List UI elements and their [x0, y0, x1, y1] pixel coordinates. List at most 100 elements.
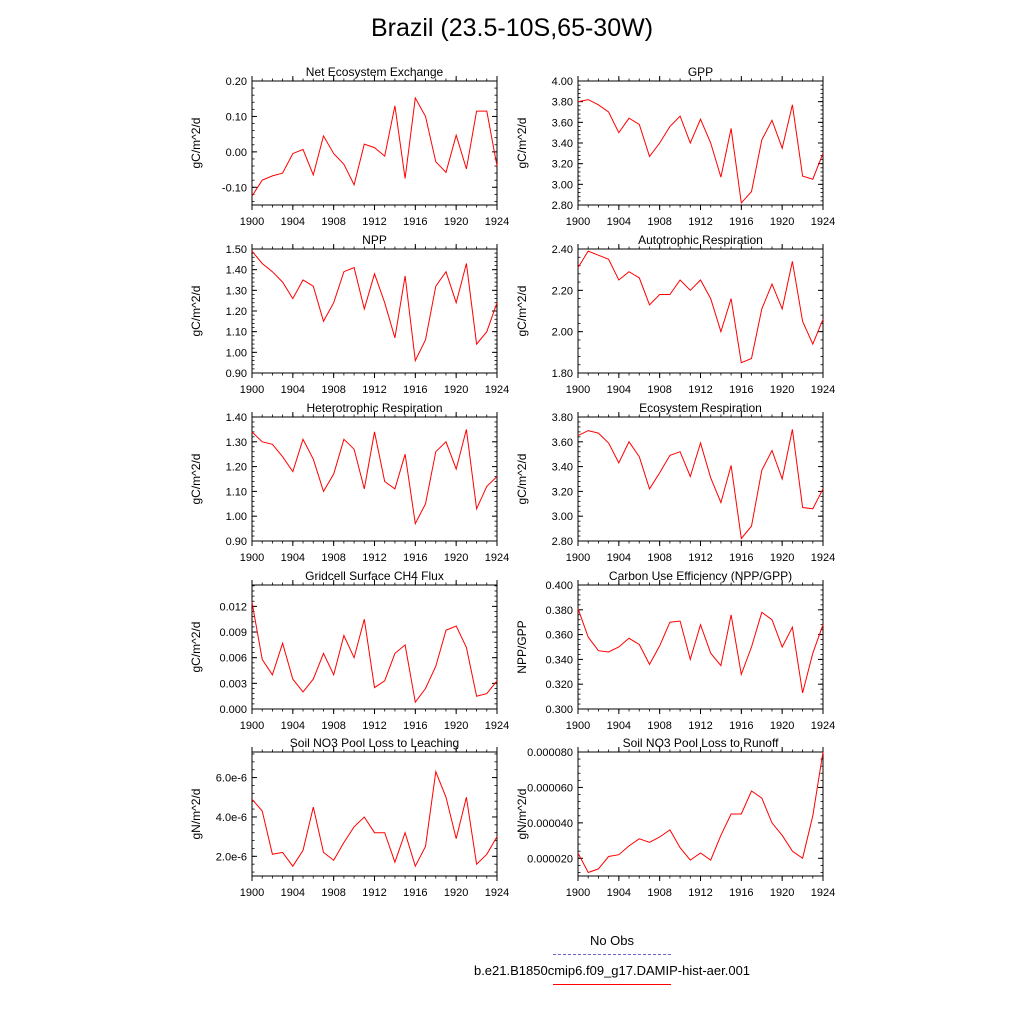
- x-tick-label: 1904: [607, 552, 631, 564]
- y-tick-label: 0.320: [545, 679, 573, 691]
- y-tick-label: 3.60: [552, 117, 573, 129]
- y-tick-label: 0.012: [219, 601, 247, 613]
- y-tick-label: 0.90: [226, 368, 247, 380]
- y-tick-label: 0.003: [219, 678, 247, 690]
- x-tick-label: 1924: [811, 887, 835, 899]
- y-tick-label: -0.10: [222, 182, 247, 194]
- y-tick-label: 0.90: [226, 536, 247, 548]
- x-tick-label: 1916: [729, 887, 753, 899]
- x-tick-label: 1920: [444, 384, 468, 396]
- x-tick-label: 1920: [770, 552, 794, 564]
- series-line: [577, 751, 824, 874]
- y-tick-label: 0.000020: [527, 853, 573, 865]
- y-tick-label: 2.20: [552, 285, 573, 297]
- x-tick-label: 1908: [321, 720, 345, 732]
- panel-5: Heterotrophic Respiration gC/m^2/d 0.90 1.0…: [189, 401, 509, 564]
- y-tick-label: 3.40: [552, 138, 573, 150]
- legend-obs-label: No Obs: [589, 933, 635, 948]
- plot-frame: [251, 584, 498, 710]
- x-tick-label: 1920: [770, 216, 794, 228]
- x-tick-label: 1912: [362, 720, 386, 732]
- y-tick-label: 0.300: [545, 704, 573, 716]
- x-tick-label: 1920: [770, 384, 794, 396]
- x-tick-label: 1912: [362, 552, 386, 564]
- panel-1: Net Ecosystem Exchange gC/m^2/d -0.10 0.00 0…: [189, 65, 509, 228]
- x-tick-label: 1920: [770, 887, 794, 899]
- y-tick-label: 0.400: [545, 580, 573, 592]
- x-tick-label: 1904: [607, 384, 631, 396]
- y-tick-label: 0.000040: [527, 818, 573, 830]
- x-tick-label: 1904: [607, 720, 631, 732]
- series-line: [577, 608, 824, 694]
- series-line: [251, 769, 498, 868]
- x-tick-label: 1924: [811, 216, 835, 228]
- x-tick-label: 1904: [281, 552, 305, 564]
- y-tick-label: 1.40: [226, 265, 247, 277]
- x-tick-label: 1908: [647, 216, 671, 228]
- y-tick-label: 6.0e-6: [216, 773, 247, 785]
- x-tick-label: 1908: [321, 887, 345, 899]
- panel-title: Carbon Use Efficiency (NPP/GPP): [609, 569, 792, 583]
- y-axis-label: gC/m^2/d: [515, 454, 529, 505]
- x-tick-label: 1900: [240, 384, 264, 396]
- x-tick-label: 1900: [566, 552, 590, 564]
- y-tick-label: 2.40: [552, 244, 573, 256]
- page-title: Brazil (23.5-10S,65-30W): [370, 14, 654, 42]
- x-tick-label: 1916: [403, 384, 427, 396]
- series-line: [251, 429, 498, 526]
- series-line: [577, 429, 824, 540]
- legend-model-label: b.e21.B1850cmip6.f09_g17.DAMIP-hist-aer.…: [473, 963, 751, 978]
- x-tick-label: 1916: [729, 384, 753, 396]
- y-tick-label: 2.00: [552, 327, 573, 339]
- y-tick-label: 0.340: [545, 654, 573, 666]
- x-tick-label: 1912: [688, 216, 712, 228]
- x-tick-label: 1904: [281, 216, 305, 228]
- y-tick-label: 1.30: [226, 437, 247, 449]
- y-tick-label: 3.80: [552, 412, 573, 424]
- x-tick-label: 1912: [688, 552, 712, 564]
- x-tick-label: 1908: [321, 384, 345, 396]
- y-axis-label: gC/m^2/d: [189, 118, 203, 169]
- x-tick-label: 1916: [729, 552, 753, 564]
- y-tick-label: 1.40: [226, 412, 247, 424]
- x-tick-label: 1908: [647, 384, 671, 396]
- y-tick-label: 2.0e-6: [216, 851, 247, 863]
- panel-3: NPP gC/m^2/d 0.90 1.00 1.10 1.20 1.30 1.40 1.50 1…: [189, 233, 509, 396]
- panel-2: GPP gC/m^2/d 2.80 3.00 3.20 3.40 3.60 3.80 4.00 1…: [515, 65, 835, 228]
- y-tick-label: 1.80: [552, 368, 573, 380]
- y-tick-label: 0.20: [226, 76, 247, 88]
- plot-frame: [251, 751, 498, 877]
- x-tick-label: 1904: [281, 720, 305, 732]
- y-axis-label: gC/m^2/d: [189, 622, 203, 673]
- y-axis-label: gC/m^2/d: [189, 454, 203, 505]
- x-tick-label: 1904: [281, 384, 305, 396]
- panel-title: Soil NO3 Pool Loss to Leaching: [290, 736, 459, 750]
- x-tick-label: 1908: [647, 552, 671, 564]
- x-tick-label: 1900: [566, 887, 590, 899]
- series-line: [577, 250, 824, 364]
- y-tick-label: 3.40: [552, 462, 573, 474]
- y-tick-label: 2.80: [552, 200, 573, 212]
- x-tick-label: 1912: [688, 384, 712, 396]
- x-tick-label: 1920: [444, 887, 468, 899]
- series-line: [251, 250, 498, 363]
- panel-4: Autotrophic Respiration gC/m^2/d 1.80 2.00 2…: [515, 233, 835, 396]
- y-tick-label: 0.006: [219, 653, 247, 665]
- y-axis-label: gC/m^2/d: [189, 286, 203, 337]
- panel-title: Autotrophic Respiration: [638, 233, 763, 247]
- y-tick-label: 3.00: [552, 511, 573, 523]
- x-tick-label: 1900: [240, 720, 264, 732]
- y-tick-label: 3.20: [552, 486, 573, 498]
- x-tick-label: 1908: [647, 720, 671, 732]
- y-tick-label: 3.80: [552, 97, 573, 109]
- panel-title: Heterotrophic Respiration: [306, 401, 442, 415]
- panel-title: Gridcell Surface CH4 Flux: [305, 569, 444, 583]
- x-tick-label: 1924: [811, 384, 835, 396]
- y-axis-label: gC/m^2/d: [515, 286, 529, 337]
- x-tick-label: 1912: [688, 720, 712, 732]
- y-tick-label: 1.50: [226, 244, 247, 256]
- x-tick-label: 1916: [729, 216, 753, 228]
- y-tick-label: 0.380: [545, 605, 573, 617]
- plot-frame: [577, 248, 824, 374]
- panel-title: Net Ecosystem Exchange: [306, 65, 444, 79]
